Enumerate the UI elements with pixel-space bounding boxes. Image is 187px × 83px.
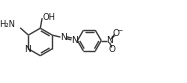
Text: N: N <box>24 45 31 54</box>
Text: +: + <box>110 34 115 39</box>
Text: O: O <box>112 29 119 38</box>
Text: OH: OH <box>42 13 55 22</box>
Text: H₂N: H₂N <box>0 21 16 29</box>
Text: N: N <box>60 33 67 42</box>
Text: O: O <box>109 45 116 54</box>
Text: −: − <box>117 27 122 32</box>
Text: N: N <box>106 36 113 45</box>
Text: N: N <box>71 36 78 45</box>
